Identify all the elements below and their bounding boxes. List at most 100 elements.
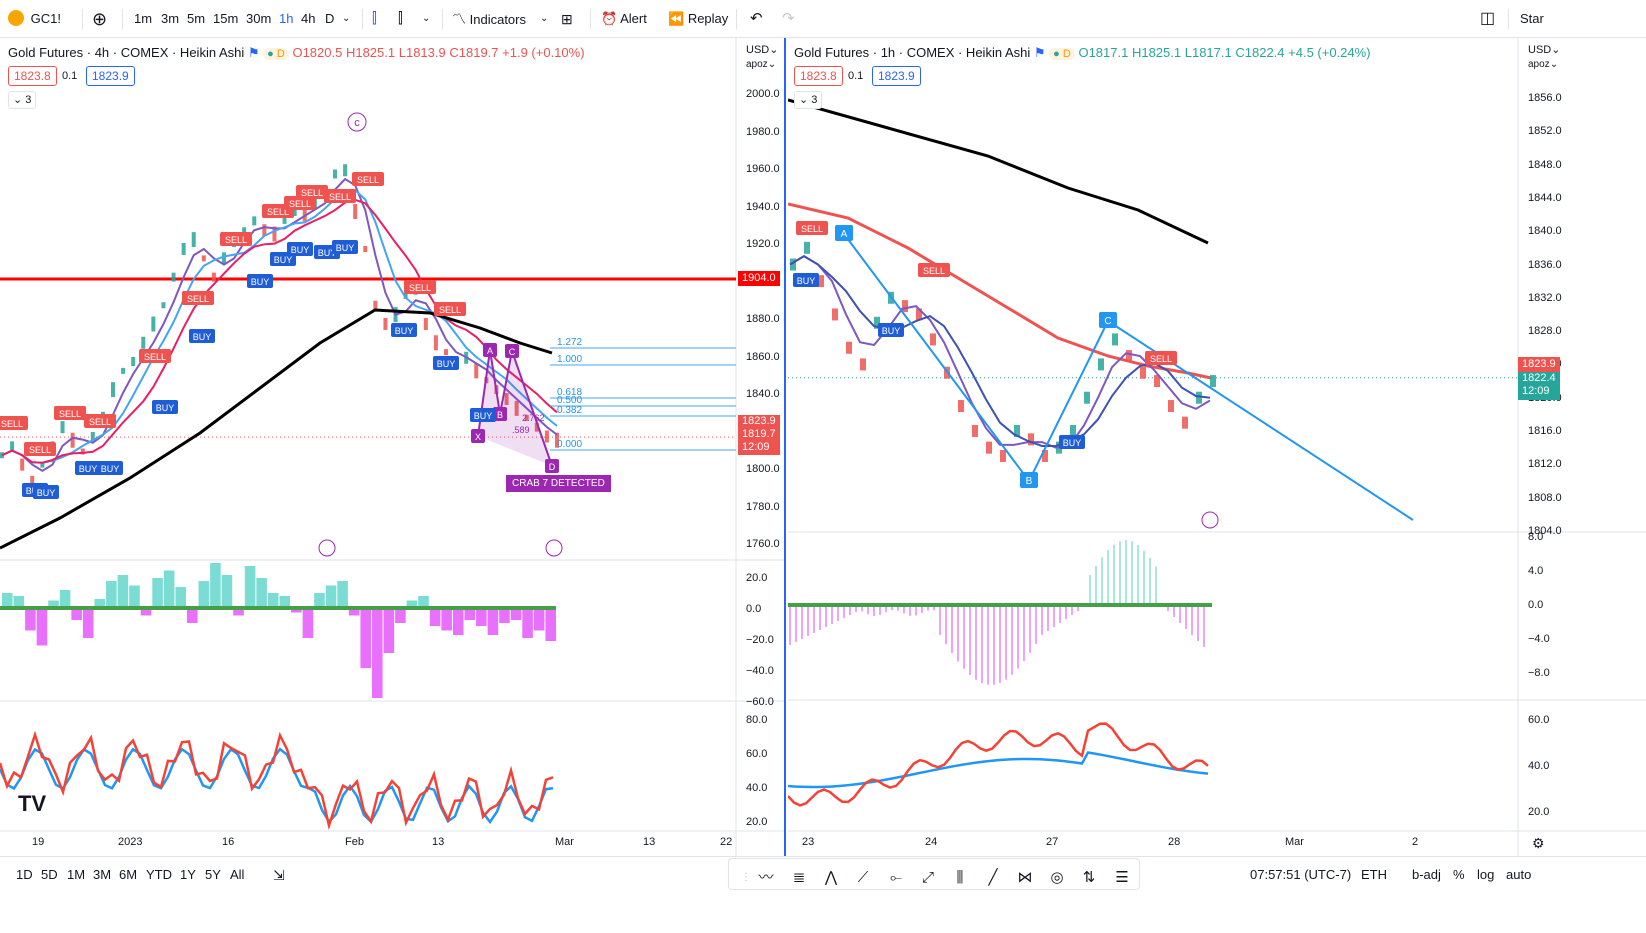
price-axis-label: 1816.0 [1528, 425, 1562, 437]
calendar-goto-icon[interactable]: ⇲ [273, 867, 285, 883]
range-1d[interactable]: 1D [16, 867, 33, 882]
redo-icon[interactable]: ↷ [782, 10, 795, 27]
timeframe-5m[interactable]: 5m [187, 11, 206, 26]
buy-signal-label-bg [33, 485, 59, 499]
rsi-axis-label: 80.0 [746, 714, 768, 726]
timeframe-d[interactable]: D [325, 11, 335, 26]
alert-label: Alert [620, 11, 647, 26]
time-axis-label: 27 [1046, 836, 1059, 848]
layouts-grid-icon[interactable]: ⊞ [561, 11, 573, 27]
replay-button[interactable]: ⏪ Replay [668, 0, 728, 38]
log-toggle[interactable]: log [1477, 867, 1495, 882]
sell-price-box[interactable]: 1823.8 [8, 66, 57, 86]
price-range-icon[interactable]: ⇅ [1082, 869, 1096, 886]
candle [1112, 333, 1118, 346]
osc-axis-label: 4.0 [1528, 565, 1544, 577]
moving-average-line [789, 255, 1211, 449]
settings-gear-icon[interactable]: ⚙ [1532, 835, 1545, 851]
timeframe-1h[interactable]: 1h [279, 11, 294, 26]
currency-label[interactable]: USD⌄ [746, 44, 779, 56]
change-value: +4.5 (+0.24%) [1288, 45, 1371, 60]
buy-signal-label-bg [97, 461, 123, 475]
timeframe-1m[interactable]: 1m [134, 11, 153, 26]
alert-button[interactable]: ⏰ Alert [601, 0, 647, 38]
indicators-button[interactable]: 〽 Indicators [452, 0, 526, 38]
buy-signal-label: BUY [336, 243, 355, 253]
oscillator-bar [337, 581, 348, 608]
chevron-down-icon[interactable]: ⌄ [422, 13, 431, 24]
chevron-down-icon[interactable]: ⌄ [540, 13, 549, 24]
candles-icon[interactable]: ⫿ [398, 10, 403, 27]
left-chart-pane[interactable]: 1.272 1.000 0.618 0.500 0.382 0.000 X A B C D .589 2… [0, 38, 786, 856]
drag-handle-icon[interactable]: ⋮ [741, 872, 751, 883]
range-1m[interactable]: 1M [67, 867, 86, 882]
candle [832, 308, 838, 321]
sell-signal-label: SELL [1150, 354, 1172, 364]
buy-price-box[interactable]: 1823.9 [872, 66, 921, 86]
range-6m[interactable]: 6M [119, 867, 138, 882]
layout-split-icon[interactable]: ◫ [1480, 10, 1496, 27]
session-toggle[interactable]: ETH [1361, 867, 1387, 882]
range-1y[interactable]: 1Y [180, 867, 196, 882]
collapse-indicators[interactable]: ⌄ 3 [8, 91, 37, 109]
pattern-point-label: X [475, 432, 481, 442]
clock-time[interactable]: 07:57:51 (UTC-7) [1250, 867, 1352, 882]
right-chart-canvas[interactable]: A B C SELL SELL SELL BUY BUY BUY [788, 38, 1646, 856]
back-adjust-toggle[interactable]: b-adj [1412, 867, 1441, 882]
candle [818, 275, 824, 288]
timeframe-4h[interactable]: 4h [301, 11, 316, 26]
rsi-line [0, 730, 554, 831]
pattern-point-label: A [487, 346, 493, 356]
horizontal-ray-icon[interactable]: ⟜ [889, 869, 902, 886]
range-ytd[interactable]: YTD [146, 867, 172, 882]
sell-price-box[interactable]: 1823.8 [794, 66, 843, 86]
candle [90, 432, 95, 441]
candle [1042, 449, 1048, 462]
lines-icon[interactable]: ≣ [792, 869, 806, 886]
oscillator-bar [198, 581, 210, 608]
xabcd-pattern-icon[interactable]: ⋈ [1017, 869, 1033, 886]
spiral-icon[interactable]: ◎ [1050, 869, 1064, 886]
symbol-search[interactable]: GC1! [8, 0, 61, 38]
range-all[interactable]: All [230, 867, 245, 882]
moving-average-line [789, 255, 1211, 447]
range-5d[interactable]: 5D [41, 867, 58, 882]
right-chart-pane[interactable]: A B C SELL SELL SELL BUY BUY BUY Gold Futures · … [788, 38, 1646, 856]
percent-toggle[interactable]: % [1453, 867, 1465, 882]
date-range-icon[interactable]: ☰ [1115, 869, 1129, 886]
range-5y[interactable]: 5Y [205, 867, 221, 882]
time-axis-label: 16 [222, 836, 235, 848]
buy-signal-label: BUY [156, 403, 175, 413]
apoz-label[interactable]: apoz⌄ [1528, 59, 1559, 70]
range-3m[interactable]: 3M [93, 867, 112, 882]
buy-price-box[interactable]: 1823.9 [86, 66, 135, 86]
trend-line-icon[interactable]: ╱ [988, 869, 998, 886]
event-icon [318, 539, 336, 557]
candle [1182, 416, 1188, 429]
compare-add-icon[interactable]: ⊕ [92, 9, 108, 29]
timeframe-15m[interactable]: 15m [213, 11, 239, 26]
tradingview-logo: TV [18, 791, 47, 816]
candle [1140, 366, 1146, 379]
price-axis-label: 1980.0 [746, 125, 780, 138]
currency-label[interactable]: USD⌄ [1528, 44, 1561, 56]
cross-line-icon[interactable]: ⤢ [921, 869, 934, 886]
long-moving-average-line [0, 308, 553, 550]
undo-icon[interactable]: ↶ [750, 10, 763, 27]
elliott-wave-icon[interactable]: 〰 [758, 869, 774, 886]
bar-type-icon[interactable]: ⫿ [372, 10, 377, 27]
change-value: +1.9 (+0.10%) [502, 45, 585, 60]
auto-scale-toggle[interactable]: auto [1506, 867, 1532, 882]
chevron-down-icon[interactable]: ⌄ [342, 13, 351, 24]
timeframe-30m[interactable]: 30m [246, 11, 272, 26]
apoz-label[interactable]: apoz⌄ [746, 59, 777, 70]
star-menu[interactable]: Star [1520, 11, 1544, 26]
abc-pattern-icon[interactable]: ⋀ [824, 869, 838, 886]
trend-angle-icon[interactable]: ⟋ [857, 869, 869, 886]
collapse-indicators[interactable]: ⌄ 3 [794, 91, 823, 109]
candle [930, 333, 936, 346]
timeframe-3m[interactable]: 3m [161, 11, 180, 26]
fib-channel-icon[interactable]: ⫼ [956, 869, 964, 886]
time-axis-label: Mar [555, 836, 574, 848]
